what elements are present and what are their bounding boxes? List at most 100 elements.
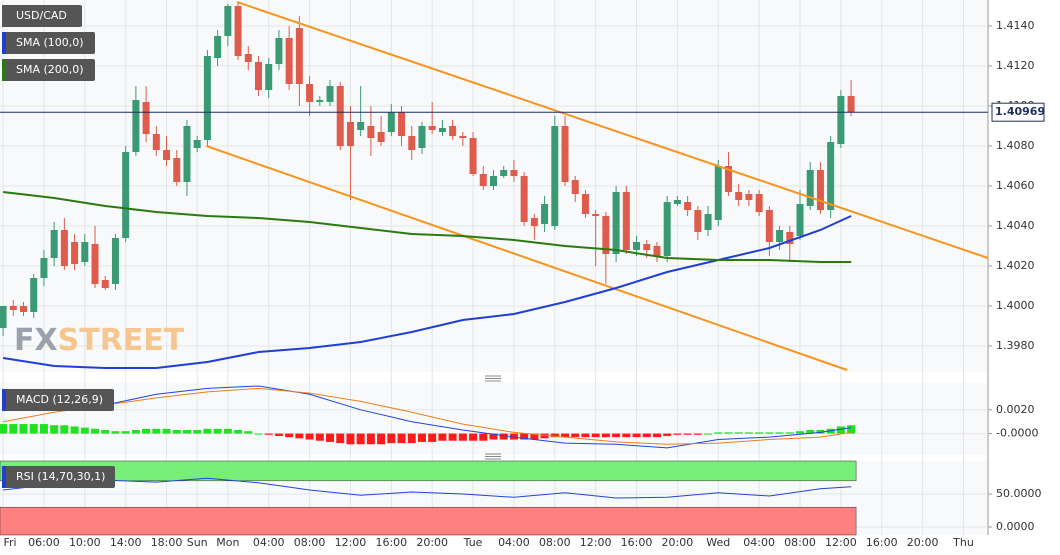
candle-body	[755, 194, 763, 212]
candle-body	[551, 126, 559, 226]
histogram-bar	[203, 428, 212, 434]
histogram-bar	[601, 433, 610, 438]
histogram-bar	[540, 433, 549, 439]
legend-entry-box	[2, 59, 95, 81]
candle-body	[510, 170, 518, 176]
candle-body	[673, 200, 681, 204]
candle-body	[459, 136, 467, 138]
histogram-bar	[417, 433, 426, 442]
candle-body	[122, 152, 130, 238]
candle-body	[653, 246, 661, 256]
histogram-bar	[652, 433, 661, 438]
x-tick-label: 04:00	[743, 536, 775, 549]
candle-body	[81, 242, 89, 262]
sma-line	[2, 215, 852, 369]
y-tick-label: 0.0020	[996, 403, 1035, 416]
last-price-label: 1.40969	[995, 105, 1045, 118]
x-tick-label: 20:00	[907, 536, 939, 549]
candle-body	[489, 176, 497, 186]
histogram-bar	[274, 433, 283, 436]
candle-body	[91, 244, 99, 284]
histogram-bar	[213, 428, 222, 434]
indicator-label: MACD (12,26,9)	[16, 393, 103, 406]
resize-handle[interactable]	[485, 375, 501, 382]
indicator-label-swatch	[2, 389, 6, 411]
candle-body	[214, 36, 222, 58]
candle-body	[837, 96, 845, 144]
watermark-part: STREET	[58, 323, 185, 358]
histogram-bar	[29, 424, 38, 434]
histogram-bar	[704, 433, 713, 435]
candle-body	[847, 96, 855, 112]
candle-body	[827, 142, 835, 210]
candle-body	[19, 306, 27, 312]
x-tick-label: 14:00	[110, 536, 142, 549]
histogram-bar	[70, 426, 79, 434]
histogram-bar	[581, 433, 590, 438]
histogram-bar	[489, 433, 498, 440]
histogram-bar	[622, 433, 631, 438]
x-tick-label: 16:00	[375, 536, 407, 549]
histogram-bar	[305, 433, 314, 440]
panel-separator	[0, 372, 988, 383]
candle-body	[367, 126, 375, 138]
histogram-bar	[796, 431, 805, 434]
histogram-bar	[101, 430, 110, 434]
candle-body	[571, 180, 579, 194]
x-tick-label: 04:00	[498, 536, 530, 549]
candle-body	[408, 136, 416, 150]
candle-body	[663, 202, 671, 256]
indicator-label-swatch	[2, 466, 6, 488]
histogram-bar	[111, 431, 120, 434]
candle-body	[285, 38, 293, 84]
histogram-bar	[724, 432, 733, 434]
candle-body	[30, 278, 38, 312]
histogram-bar	[734, 432, 743, 434]
candle-body	[816, 170, 824, 210]
x-tick-label: 12:00	[335, 536, 367, 549]
candle-body	[316, 100, 324, 102]
histogram-bar	[295, 433, 304, 439]
x-tick-label: 04:00	[253, 536, 285, 549]
x-axis-background	[0, 535, 988, 555]
candle-body	[234, 6, 242, 56]
candle-body	[60, 230, 68, 266]
oversold-zone	[0, 506, 857, 536]
histogram-bar	[172, 430, 181, 434]
histogram-bar	[693, 433, 702, 435]
histogram-bar	[847, 425, 856, 434]
candle-body	[132, 100, 140, 152]
watermark: FXSTREET	[14, 323, 185, 358]
candle-body	[694, 210, 702, 232]
histogram-bar	[550, 433, 559, 438]
candle-body	[50, 230, 58, 258]
candle-body	[796, 204, 804, 236]
panel-separator	[0, 455, 988, 461]
histogram-bar	[714, 432, 723, 434]
histogram-bar	[469, 433, 478, 441]
histogram-bar	[19, 424, 28, 434]
candle-body	[704, 214, 712, 230]
histogram-bar	[836, 426, 845, 434]
histogram-bar	[50, 425, 59, 434]
candle-body	[398, 112, 406, 136]
legend-entry-box	[2, 32, 95, 54]
x-tick-label: Wed	[706, 536, 730, 549]
candle-body	[602, 216, 610, 254]
histogram-bar	[479, 433, 488, 441]
x-tick-label: Fri	[3, 536, 16, 549]
y-tick-label: 1.4140	[996, 19, 1035, 32]
candle-body	[469, 138, 477, 174]
histogram-bar	[142, 428, 151, 434]
x-tick-label: Mon	[216, 536, 239, 549]
indicator-label-box	[2, 389, 114, 411]
watermark-part: FX	[14, 323, 58, 358]
histogram-bar	[60, 425, 69, 434]
y-tick-label: 1.4000	[996, 299, 1035, 312]
histogram-bar	[121, 431, 130, 434]
resize-handle[interactable]	[485, 453, 501, 460]
histogram-bar	[806, 430, 815, 434]
histogram-bar	[775, 432, 784, 434]
histogram-bar	[0, 424, 8, 434]
